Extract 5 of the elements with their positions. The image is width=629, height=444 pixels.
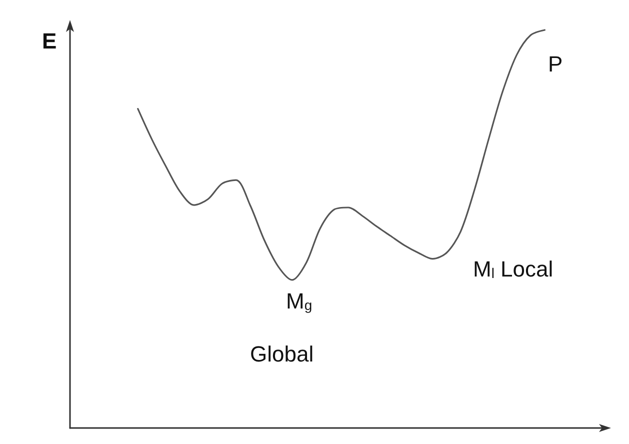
annotation: Ml Local (473, 256, 554, 282)
annotation: Global (250, 342, 314, 366)
annotation: Mg (286, 288, 312, 314)
annotation: P (548, 52, 563, 76)
y-axis-title: E (42, 28, 57, 54)
